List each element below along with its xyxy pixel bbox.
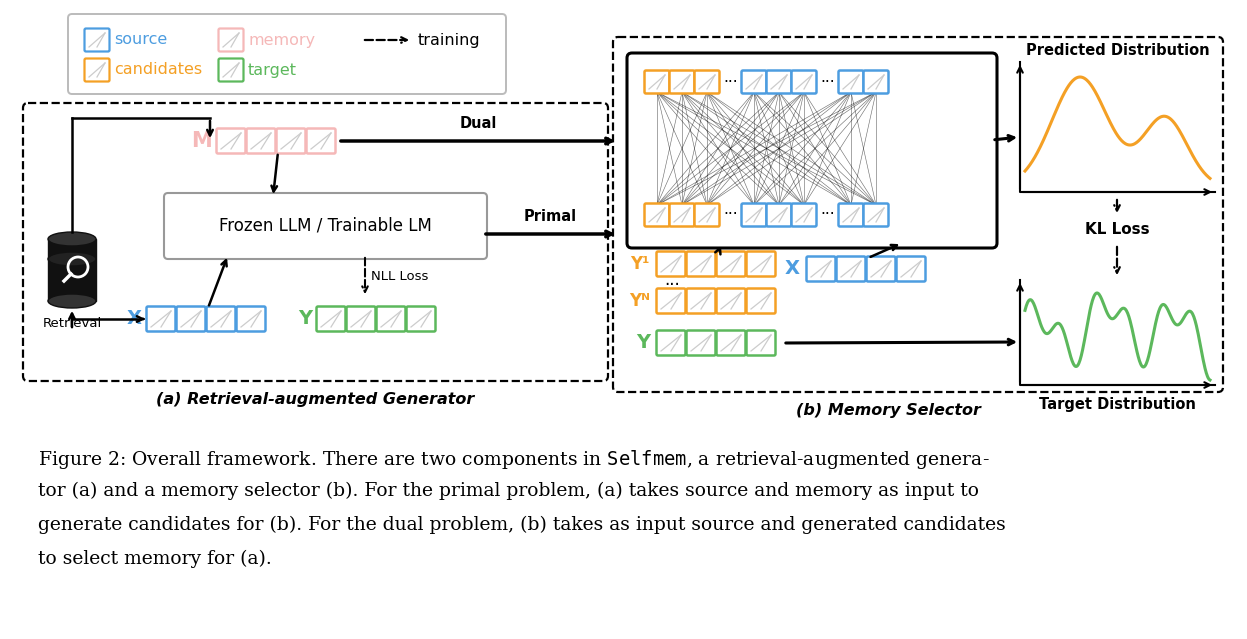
FancyBboxPatch shape — [767, 203, 792, 226]
FancyBboxPatch shape — [717, 288, 746, 314]
FancyBboxPatch shape — [838, 203, 863, 226]
FancyBboxPatch shape — [85, 59, 110, 82]
FancyBboxPatch shape — [656, 288, 686, 314]
Text: Y: Y — [298, 309, 312, 328]
FancyBboxPatch shape — [747, 252, 776, 277]
FancyBboxPatch shape — [767, 70, 792, 93]
FancyBboxPatch shape — [85, 29, 110, 52]
Text: ···: ··· — [723, 208, 738, 222]
FancyBboxPatch shape — [407, 307, 435, 332]
Text: M: M — [191, 131, 212, 151]
FancyBboxPatch shape — [277, 128, 306, 153]
Text: Retrieval: Retrieval — [42, 317, 101, 330]
Text: X: X — [786, 259, 801, 279]
FancyBboxPatch shape — [656, 330, 686, 355]
FancyBboxPatch shape — [22, 103, 609, 381]
FancyBboxPatch shape — [747, 288, 776, 314]
FancyBboxPatch shape — [247, 128, 276, 153]
Text: memory: memory — [248, 33, 315, 47]
FancyBboxPatch shape — [670, 70, 695, 93]
FancyBboxPatch shape — [645, 203, 670, 226]
FancyBboxPatch shape — [237, 307, 266, 332]
Text: Predicted Distribution: Predicted Distribution — [1026, 43, 1210, 58]
Text: Yᴺ: Yᴺ — [628, 292, 650, 310]
FancyBboxPatch shape — [317, 307, 345, 332]
Text: Figure 2: Overall framework. There are two components in $\mathtt{Selfmem}$, a r: Figure 2: Overall framework. There are t… — [37, 448, 990, 471]
FancyBboxPatch shape — [747, 330, 776, 355]
FancyBboxPatch shape — [863, 203, 889, 226]
Text: Frozen LLM / Trainable LM: Frozen LLM / Trainable LM — [219, 217, 431, 235]
FancyBboxPatch shape — [687, 288, 716, 314]
Text: ···: ··· — [723, 75, 738, 89]
Text: ···: ··· — [821, 75, 834, 89]
Text: training: training — [418, 33, 480, 47]
Text: NLL Loss: NLL Loss — [372, 270, 429, 284]
FancyBboxPatch shape — [177, 307, 206, 332]
FancyBboxPatch shape — [69, 14, 506, 94]
Ellipse shape — [47, 232, 96, 246]
FancyBboxPatch shape — [670, 203, 695, 226]
Text: (b) Memory Selector: (b) Memory Selector — [796, 403, 980, 418]
FancyBboxPatch shape — [807, 256, 835, 282]
FancyBboxPatch shape — [218, 29, 243, 52]
FancyBboxPatch shape — [897, 256, 925, 282]
FancyBboxPatch shape — [863, 70, 889, 93]
Text: tor (a) and a memory selector (b). For the primal problem, (a) takes source and : tor (a) and a memory selector (b). For t… — [37, 482, 979, 500]
Text: target: target — [248, 63, 297, 77]
FancyBboxPatch shape — [207, 307, 236, 332]
Text: Primal: Primal — [524, 209, 577, 224]
FancyBboxPatch shape — [614, 37, 1223, 392]
Text: ···: ··· — [821, 208, 834, 222]
Text: Dual: Dual — [459, 116, 496, 131]
Text: generate candidates for (b). For the dual problem, (b) takes as input source and: generate candidates for (b). For the dua… — [37, 516, 1006, 534]
FancyBboxPatch shape — [347, 307, 375, 332]
Ellipse shape — [47, 294, 96, 308]
Text: KL Loss: KL Loss — [1085, 222, 1150, 238]
FancyBboxPatch shape — [792, 70, 817, 93]
FancyBboxPatch shape — [792, 203, 817, 226]
FancyBboxPatch shape — [717, 252, 746, 277]
Text: Y¹: Y¹ — [631, 255, 650, 273]
FancyBboxPatch shape — [695, 203, 720, 226]
Text: Y: Y — [636, 334, 650, 353]
Text: Target Distribution: Target Distribution — [1039, 397, 1196, 412]
FancyBboxPatch shape — [645, 70, 670, 93]
FancyBboxPatch shape — [627, 53, 998, 248]
Text: to select memory for (a).: to select memory for (a). — [37, 550, 272, 568]
Text: source: source — [113, 33, 167, 47]
FancyBboxPatch shape — [742, 203, 767, 226]
FancyBboxPatch shape — [656, 252, 686, 277]
FancyBboxPatch shape — [867, 256, 895, 282]
FancyBboxPatch shape — [146, 307, 176, 332]
FancyBboxPatch shape — [218, 59, 243, 82]
FancyBboxPatch shape — [217, 128, 246, 153]
Text: candidates: candidates — [113, 63, 202, 77]
FancyBboxPatch shape — [687, 252, 716, 277]
FancyBboxPatch shape — [838, 70, 863, 93]
FancyBboxPatch shape — [307, 128, 335, 153]
FancyBboxPatch shape — [717, 330, 746, 355]
FancyBboxPatch shape — [687, 330, 716, 355]
Ellipse shape — [47, 252, 96, 266]
Text: ···: ··· — [663, 276, 680, 294]
Text: X: X — [127, 309, 142, 328]
FancyBboxPatch shape — [695, 70, 720, 93]
FancyBboxPatch shape — [377, 307, 405, 332]
Text: (a) Retrieval-augmented Generator: (a) Retrieval-augmented Generator — [156, 392, 474, 407]
FancyBboxPatch shape — [742, 70, 767, 93]
FancyBboxPatch shape — [165, 193, 488, 259]
FancyBboxPatch shape — [47, 239, 96, 301]
FancyBboxPatch shape — [837, 256, 865, 282]
